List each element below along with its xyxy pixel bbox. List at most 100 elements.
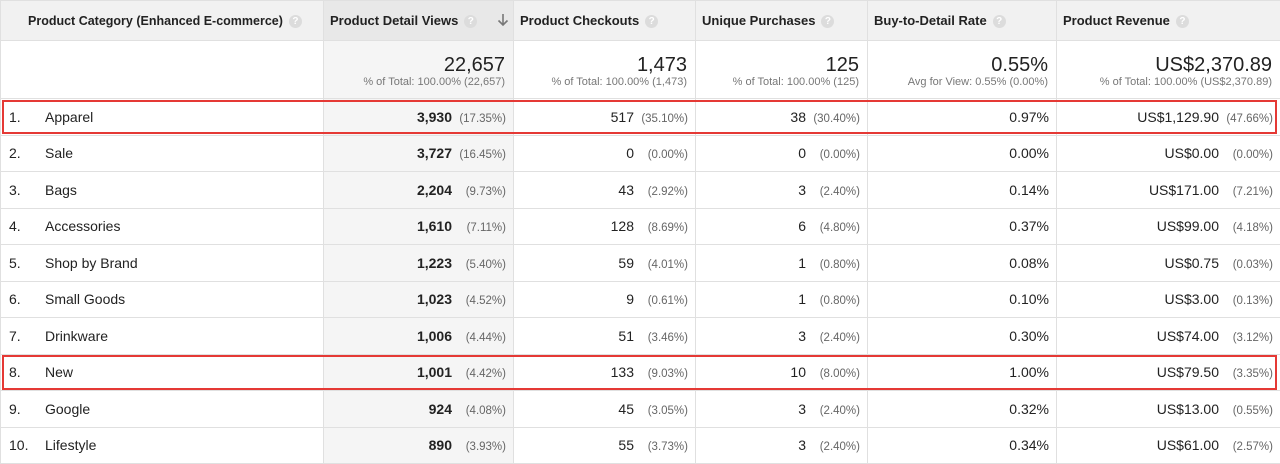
unique-purchases-percent: (2.40%) [810,405,860,417]
detail-views-value: 1,610 [417,218,452,234]
detail-views-cell: 2,204(9.73%) [324,172,514,209]
table-row: 5.Shop by Brand 1,223 (5.40%) 59 (4.01%) 1(0.… [1,245,1280,282]
detail-views-value: 3,930 [417,109,452,125]
detail-views-cell: 3,727(16.45%) [324,135,514,172]
category-cell: 7.Drinkware [1,318,324,355]
product-revenue-cell: US$3.00(0.13%) [1057,281,1280,318]
product-revenue-value: US$13.00 [1157,401,1219,417]
unique-purchases-value: 1 [798,291,806,307]
category-link[interactable]: Apparel [45,109,93,125]
column-header-product-checkouts[interactable]: Product Checkouts? [514,1,696,41]
category-link[interactable]: Sale [45,145,73,161]
detail-views-percent: (16.45%) [456,149,506,161]
total-product-checkouts: 1,473 % of Total: 100.00% (1,473) [514,41,696,99]
column-header-unique-purchases[interactable]: Unique Purchases? [696,1,868,41]
product-revenue-value: US$79.50 [1157,364,1219,380]
row-index: 5. [1,255,45,271]
buy-to-detail-rate-cell: 0.00% [868,135,1057,172]
unique-purchases-value: 1 [798,255,806,271]
unique-purchases-percent: (4.80%) [810,222,860,234]
checkouts-cell: 43(2.92%) [514,172,696,209]
help-icon[interactable]: ? [464,15,477,28]
totals-label-cell [1,41,324,99]
category-link[interactable]: Drinkware [45,328,108,344]
column-header-label: Product Revenue [1063,13,1170,28]
detail-views-percent: (9.73%) [456,186,506,198]
checkouts-value: 59 [618,255,634,271]
help-icon[interactable]: ? [821,15,834,28]
total-product-revenue: US$2,370.89 % of Total: 100.00% (US$2,37… [1057,41,1280,99]
buy-to-detail-rate-cell: 1.00% [868,354,1057,391]
help-icon[interactable]: ? [645,15,658,28]
product-revenue-value: US$1,129.90 [1137,109,1219,125]
category-cell: 6.Small Goods [1,281,324,318]
row-index: 3. [1,182,45,198]
total-value: US$2,370.89 [1057,44,1272,76]
detail-views-value: 1,223 [417,255,452,271]
product-revenue-cell: US$171.00(7.21%) [1057,172,1280,209]
buy-to-detail-rate-cell: 0.08% [868,245,1057,282]
unique-purchases-cell: 3(2.40%) [696,172,868,209]
unique-purchases-cell: 38(30.40%) [696,99,868,136]
checkouts-percent: (2.92%) [638,186,688,198]
checkouts-value: 9 [626,291,634,307]
row-index: 4. [1,218,45,234]
buy-to-detail-rate-cell: 0.37% [868,208,1057,245]
category-link[interactable]: Google [45,401,90,417]
detail-views-cell: 1,023(4.52%) [324,281,514,318]
detail-views-percent: (5.40%) [456,259,506,271]
detail-views-cell: 1,006(4.44%) [324,318,514,355]
total-unique-purchases: 125 % of Total: 100.00% (125) [696,41,868,99]
category-link[interactable]: Shop by Brand [45,255,138,271]
unique-purchases-cell: 1(0.80%) [696,245,868,282]
category-link[interactable]: Bags [45,182,77,198]
sort-descending-icon[interactable] [497,13,509,27]
category-cell: 8.New [1,354,324,391]
checkouts-cell: 133 (9.03%) [514,354,696,391]
category-link[interactable]: Small Goods [45,291,125,307]
category-link[interactable]: Lifestyle [45,437,96,453]
detail-views-cell: 1,001(4.42%) [324,354,514,391]
row-index: 9. [1,401,45,417]
checkouts-percent: (3.46%) [638,332,688,344]
checkouts-percent: (4.01%) [638,259,688,271]
checkouts-value: 133 [611,364,634,380]
checkouts-percent: (9.03%) [638,368,688,380]
column-header-product-revenue[interactable]: Product Revenue? [1057,1,1280,41]
buy-to-detail-rate-value: 0.14% [1009,182,1049,198]
checkouts-cell: 0(0.00%) [514,135,696,172]
column-header-buy-to-detail-rate[interactable]: Buy-to-Detail Rate? [868,1,1057,41]
product-revenue-value: US$61.00 [1157,437,1219,453]
column-header-product-detail-views[interactable]: Product Detail Views? [324,1,514,41]
column-header-label: Product Detail Views [330,13,458,28]
help-icon[interactable]: ? [1176,15,1189,28]
help-icon[interactable]: ? [289,15,302,28]
product-revenue-cell: US$74.00 (3.12%) [1057,318,1280,355]
product-revenue-percent: (3.12%) [1223,332,1273,344]
total-note: % of Total: 100.00% (US$2,370.89) [1057,76,1272,95]
buy-to-detail-rate-cell: 0.30% [868,318,1057,355]
product-revenue-value: US$171.00 [1149,182,1219,198]
unique-purchases-value: 3 [798,401,806,417]
product-revenue-percent: (0.13%) [1223,295,1273,307]
product-revenue-value: US$74.00 [1157,328,1219,344]
detail-views-cell: 3,930(17.35%) [324,99,514,136]
total-value: 22,657 [324,44,505,76]
category-link[interactable]: Accessories [45,218,120,234]
column-header-label: Product Category (Enhanced E-commerce) [28,14,283,28]
category-link[interactable]: New [45,364,73,380]
column-header-product-category[interactable]: Product Category (Enhanced E-commerce)? [1,1,324,41]
checkouts-cell: 9(0.61%) [514,281,696,318]
unique-purchases-value: 6 [798,218,806,234]
unique-purchases-cell: 3(2.40%) [696,318,868,355]
unique-purchases-value: 38 [790,109,806,125]
checkouts-value: 51 [618,328,634,344]
help-icon[interactable]: ? [993,15,1006,28]
detail-views-percent: (4.42%) [456,368,506,380]
column-header-label: Unique Purchases [702,13,815,28]
